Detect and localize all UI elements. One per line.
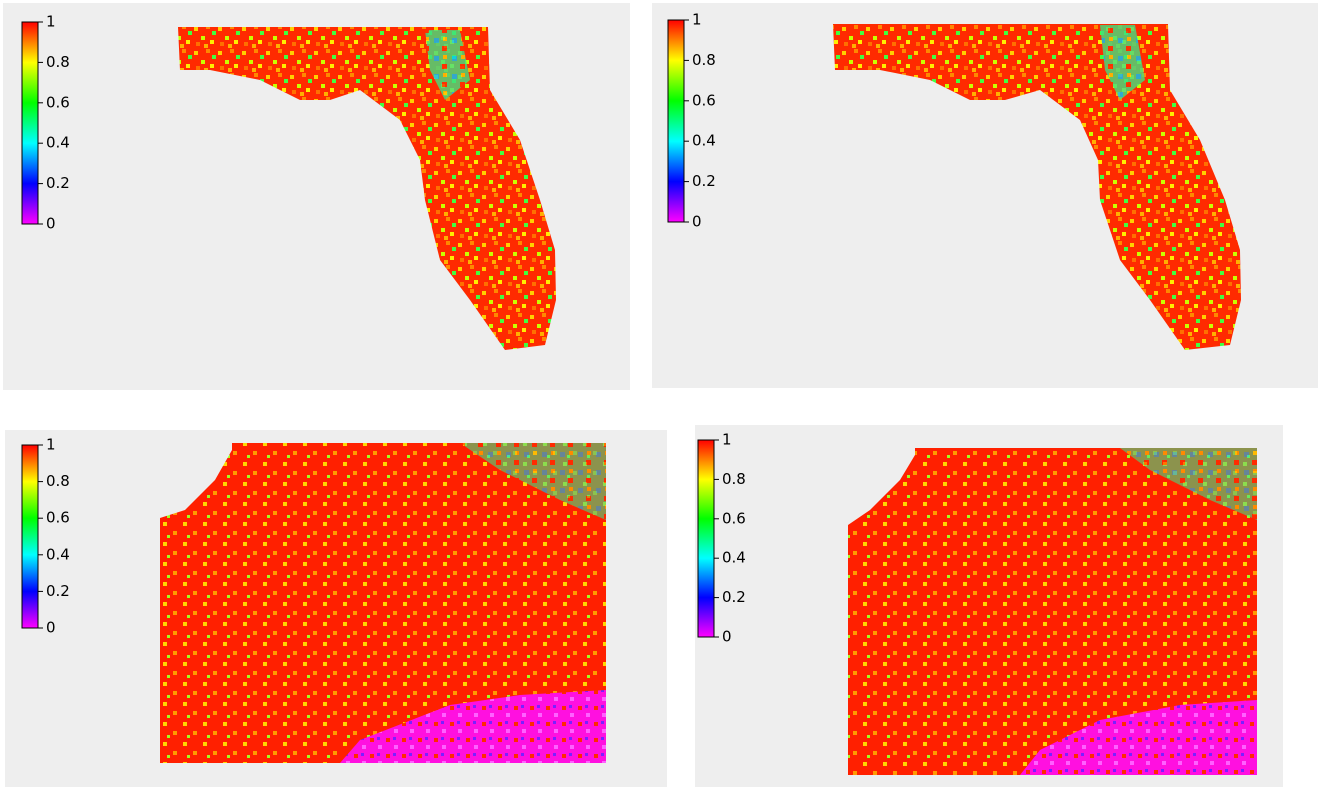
colorbar <box>21 444 39 629</box>
colorbar <box>21 21 39 225</box>
colorbar-tick-label: 1 <box>46 436 56 454</box>
map-highlight <box>1120 448 1257 520</box>
colorbar-tick-label: 0 <box>692 213 702 231</box>
colorbar-tick-label: 0.6 <box>46 93 70 111</box>
colorbar-tick-label: 0.2 <box>46 174 70 192</box>
colorbar-tick-label: 0.4 <box>46 545 70 563</box>
colorbar-tick-label: 0.4 <box>722 549 746 567</box>
colorbar <box>667 19 685 223</box>
colorbar-tick-label: 0 <box>46 619 56 637</box>
map-highlight <box>1100 25 1145 100</box>
colorbar-tick-label: 0 <box>46 215 56 233</box>
map-florida <box>833 24 1241 350</box>
maps <box>160 24 1257 775</box>
colorbar-tick-label: 0.6 <box>46 509 70 527</box>
map-highlight <box>340 690 606 763</box>
colorbar-tick-label: 0.8 <box>46 472 70 490</box>
colorbar-tick-label: 0.8 <box>722 470 746 488</box>
colorbar <box>697 439 715 638</box>
colorbar-tick-label: 1 <box>46 13 56 31</box>
colorbar-tick-label: 1 <box>692 11 702 29</box>
colorbar-tick-label: 0.2 <box>722 588 746 606</box>
colorbar-tick-label: 0.8 <box>692 51 716 69</box>
map-region <box>160 443 606 763</box>
colorbar-tick-label: 0 <box>722 628 732 646</box>
map-florida <box>178 27 556 350</box>
map-region <box>848 448 1257 775</box>
colorbar-tick-label: 0.2 <box>46 582 70 600</box>
map-highlight <box>460 443 606 520</box>
colorbar-tick-label: 0.8 <box>46 53 70 71</box>
map-highlight <box>1020 700 1257 775</box>
colorbar-tick-label: 1 <box>722 431 732 449</box>
map-highlight <box>425 30 470 100</box>
colorbar-tick-label: 0.4 <box>692 132 716 150</box>
colorbar-tick-label: 0.6 <box>722 509 746 527</box>
colorbar-tick-label: 0.4 <box>46 134 70 152</box>
colorbar-tick-label: 0.6 <box>692 91 716 109</box>
colorbar-tick-label: 0.2 <box>692 172 716 190</box>
